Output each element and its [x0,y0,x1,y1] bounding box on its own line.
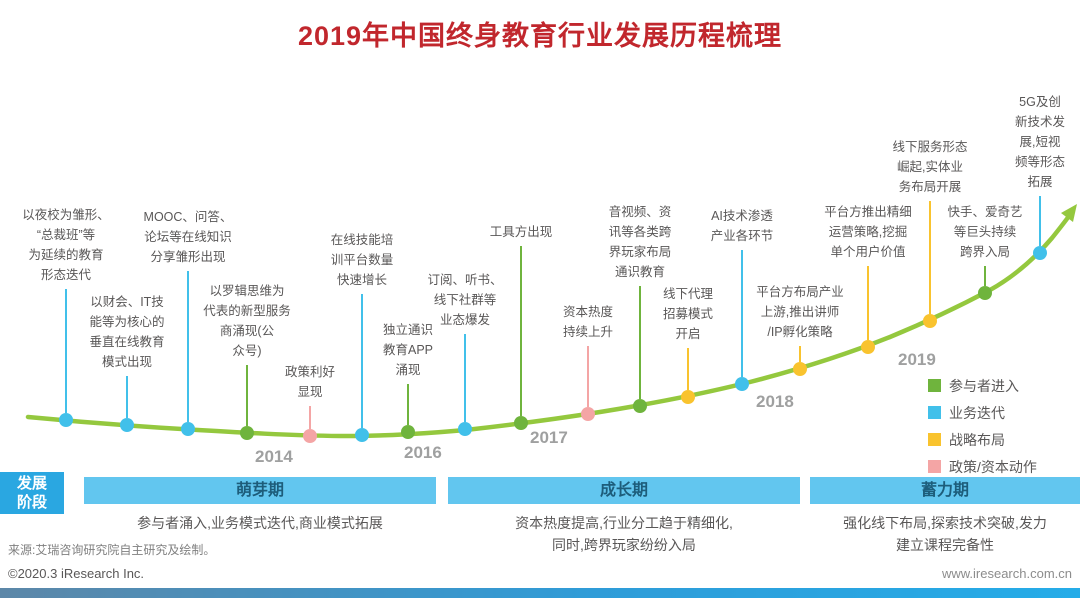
year-label-2016: 2016 [404,443,442,462]
legend-swatch-business [928,406,941,419]
year-label-2019: 2019 [898,350,936,369]
source-note: 来源:艾瑞咨询研究院自主研究及绘制。 [8,543,216,557]
legend-label: 政策/资本动作 [949,458,1037,475]
milestone-stem [984,266,986,286]
legend-label: 业务迭代 [949,404,1005,421]
footer-gradient-bar [0,588,1080,598]
milestone-stem [520,246,522,416]
legend-label: 参与者进入 [949,377,1019,394]
phase-bar-germination: 萌芽期 [84,477,436,504]
legend-swatch-strategy [928,433,941,446]
milestone-dot [735,377,749,391]
milestone-dot [303,429,317,443]
year-label-2014: 2014 [255,447,293,466]
milestone-dot [861,340,875,354]
milestone-dot [458,422,472,436]
milestone-label: MOOC、问答、 论坛等在线知识 分享雏形出现 [143,210,233,264]
legend-swatch-policy [928,460,941,473]
milestone-label: 工具方出现 [489,225,553,239]
milestone-stem [687,348,689,390]
milestone-group: 线下服务形态 崛起,实体业 务布局开展 [882,137,978,328]
milestone-stem [929,201,931,314]
milestone-stem [587,346,589,407]
milestone-stem [361,294,363,428]
milestone-dot [240,426,254,440]
milestone-label: 音视频、资 讯等各类跨 界玩家布局 通识教育 [608,205,672,279]
legend-item-business: 业务迭代 [928,399,1037,426]
milestone-stem [741,250,743,377]
legend-label: 战略布局 [949,431,1005,448]
milestone-dot [59,413,73,427]
milestone-stem [867,266,869,340]
milestone-stem [309,406,311,429]
milestone-dot [401,425,415,439]
milestone-dot [793,362,807,376]
milestone-label: 以罗辑思维为 代表的新型服务 商涌现(公 众号) [203,284,291,358]
milestone-dot [923,314,937,328]
milestone-dot [978,286,992,300]
milestone-stem [799,346,801,362]
milestone-stem [1039,196,1041,246]
milestone-dot [581,407,595,421]
milestone-stem [65,289,67,413]
phase-bar-growth: 成长期 [448,477,800,504]
milestone-group: 工具方出现 [479,222,563,430]
milestone-label: 5G及创 新技术发 展,短视 频等形态 拓展 [1014,95,1065,189]
milestone-dot [633,399,647,413]
legend-item-strategy: 战略布局 [928,426,1037,453]
milestone-stem [187,271,189,422]
legend-item-participant: 参与者进入 [928,372,1037,399]
year-label-2017: 2017 [530,428,568,447]
milestone-stem [464,334,466,422]
milestone-label: 线下服务形态 崛起,实体业 务布局开展 [892,140,968,194]
phase-desc-accumulation: 强化线下布局,探索技术突破,发力 建立课程完备性 [843,515,1047,553]
milestone-dot [514,416,528,430]
milestone-label: 在线技能培 训平台数量 快速增长 [330,233,394,287]
milestone-dot [1033,246,1047,260]
milestone-group: 5G及创 新技术发 展,短视 频等形态 拓展 [1007,92,1073,260]
phase-desc-growth: 资本热度提高,行业分工趋于精细化, 同时,跨界玩家纷纷入局 [515,515,733,553]
legend-item-policy: 政策/资本动作 [928,453,1037,480]
copyright-text: ©2020.3 iResearch Inc. [8,566,145,581]
page-title: 2019年中国终身教育行业发展历程梳理 [297,21,783,51]
phase-bar-accumulation: 蓄力期 [810,477,1080,504]
milestone-label: AI技术渗透 产业各环节 [710,209,774,243]
website-text: www.iresearch.com.cn [941,566,1072,581]
milestone-stem [126,376,128,418]
year-label-2018: 2018 [756,392,794,411]
milestone-stem [246,365,248,426]
phase-axis-label: 发展 阶段 [0,472,64,514]
milestone-dot [681,390,695,404]
legend-swatch-participant [928,379,941,392]
milestone-label: 以夜校为雏形、 “总裁班”等 为延续的教育 形态迭代 [22,208,110,282]
phase-desc-germination: 参与者涌入,业务模式迭代,商业模式拓展 [137,515,383,531]
milestone-stem [407,384,409,425]
milestone-stem [639,286,641,399]
legend: 参与者进入 业务迭代 战略布局 政策/资本动作 [928,372,1037,480]
milestone-dot [355,428,369,442]
